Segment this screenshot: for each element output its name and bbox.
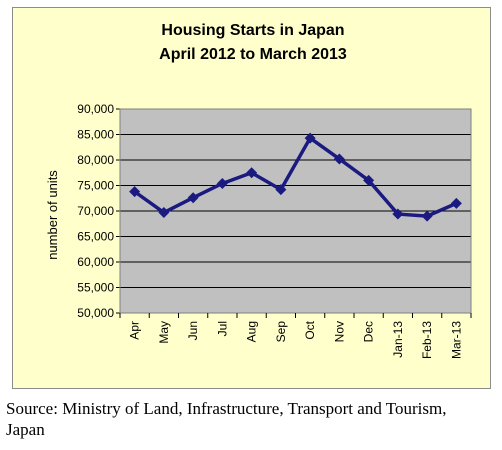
chart-title-line-1: Housing Starts in Japan — [161, 22, 344, 39]
data-point-marker — [450, 197, 462, 209]
data-point-marker — [275, 184, 287, 196]
x-tick-label: Oct — [303, 320, 317, 339]
x-tick-label: Nov — [332, 321, 346, 342]
data-point-marker — [392, 208, 404, 220]
chart-title-line-2: April 2012 to March 2013 — [159, 46, 347, 63]
y-tick-label: 70,000 — [77, 204, 114, 218]
x-tick-label: Dec — [362, 321, 376, 342]
chart-frame: Housing Starts in Japan April 2012 to Ma… — [12, 7, 491, 389]
y-tick-label: 90,000 — [77, 102, 114, 116]
data-point-marker — [421, 210, 433, 222]
x-tick-label: Apr — [128, 321, 142, 340]
x-tick-label: Mar-13 — [449, 321, 463, 359]
y-tick-label: 60,000 — [77, 255, 114, 269]
x-tick-label: Feb-13 — [420, 321, 434, 359]
y-tick-label: 80,000 — [77, 153, 114, 167]
source-label: Source: — [6, 399, 58, 418]
x-tick-label: Jul — [215, 321, 229, 336]
y-tick-label: 85,000 — [77, 128, 114, 142]
y-axis-title: number of units — [45, 170, 60, 260]
data-point-marker — [363, 174, 375, 186]
data-point-marker — [246, 167, 258, 179]
plot-area: 50,000 55,000 60,000 65,000 70,000 75,000 80,0… — [77, 102, 472, 359]
data-point-marker — [187, 192, 199, 204]
housing-starts-chart: Housing Starts in Japan April 2012 to Ma… — [45, 22, 472, 359]
data-point-marker — [158, 207, 170, 219]
x-tick-label: Aug — [245, 321, 259, 342]
x-tick-label: Jan-13 — [391, 321, 405, 358]
data-point-marker — [333, 153, 345, 165]
y-tick-label: 65,000 — [77, 230, 114, 244]
x-tick-label: Jun — [186, 321, 200, 340]
x-tick-label: May — [157, 321, 171, 344]
source-text: Ministry of Land, Infrastructure, Transp… — [6, 399, 447, 439]
source-note: Source: Ministry of Land, Infrastructure… — [6, 398, 486, 440]
data-point-marker — [216, 177, 228, 189]
y-tick-label: 75,000 — [77, 179, 114, 193]
data-point-marker — [304, 132, 316, 144]
y-tick-label: 55,000 — [77, 281, 114, 295]
data-point-marker — [129, 186, 141, 198]
y-tick-label: 50,000 — [77, 306, 114, 320]
x-tick-label: Sep — [274, 321, 288, 343]
